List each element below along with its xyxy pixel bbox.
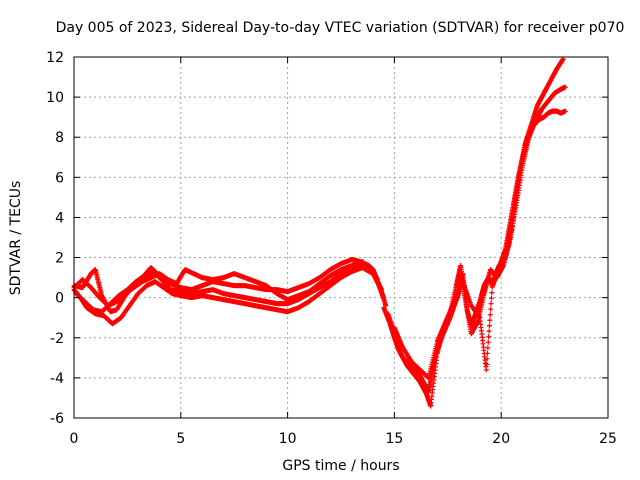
x-tick-label: 20 bbox=[492, 431, 510, 447]
x-tick-label: 5 bbox=[176, 431, 185, 447]
y-tick-label: -2 bbox=[50, 331, 64, 347]
data-layer bbox=[71, 56, 568, 409]
y-tick-label: -6 bbox=[50, 411, 64, 427]
grid-layer bbox=[74, 57, 608, 418]
x-tick-label: 10 bbox=[279, 431, 297, 447]
y-tick-label: 0 bbox=[55, 291, 64, 307]
y-tick-label: 8 bbox=[55, 130, 64, 146]
chart-title: Day 005 of 2023, Sidereal Day-to-day VTE… bbox=[56, 20, 625, 36]
y-axis-label: SDTVAR / TECUs bbox=[8, 181, 24, 296]
x-tick-label: 15 bbox=[385, 431, 403, 447]
y-tick-label: 6 bbox=[55, 170, 64, 186]
y-tick-label: 10 bbox=[46, 90, 64, 106]
y-tick-label: 12 bbox=[46, 50, 64, 66]
x-axis-label: GPS time / hours bbox=[282, 458, 399, 474]
x-tick-label: 25 bbox=[599, 431, 617, 447]
x-tick-label: 0 bbox=[70, 431, 79, 447]
y-tick-label: 2 bbox=[55, 251, 64, 267]
y-tick-label: -4 bbox=[50, 371, 64, 387]
y-tick-label: 4 bbox=[55, 210, 64, 226]
